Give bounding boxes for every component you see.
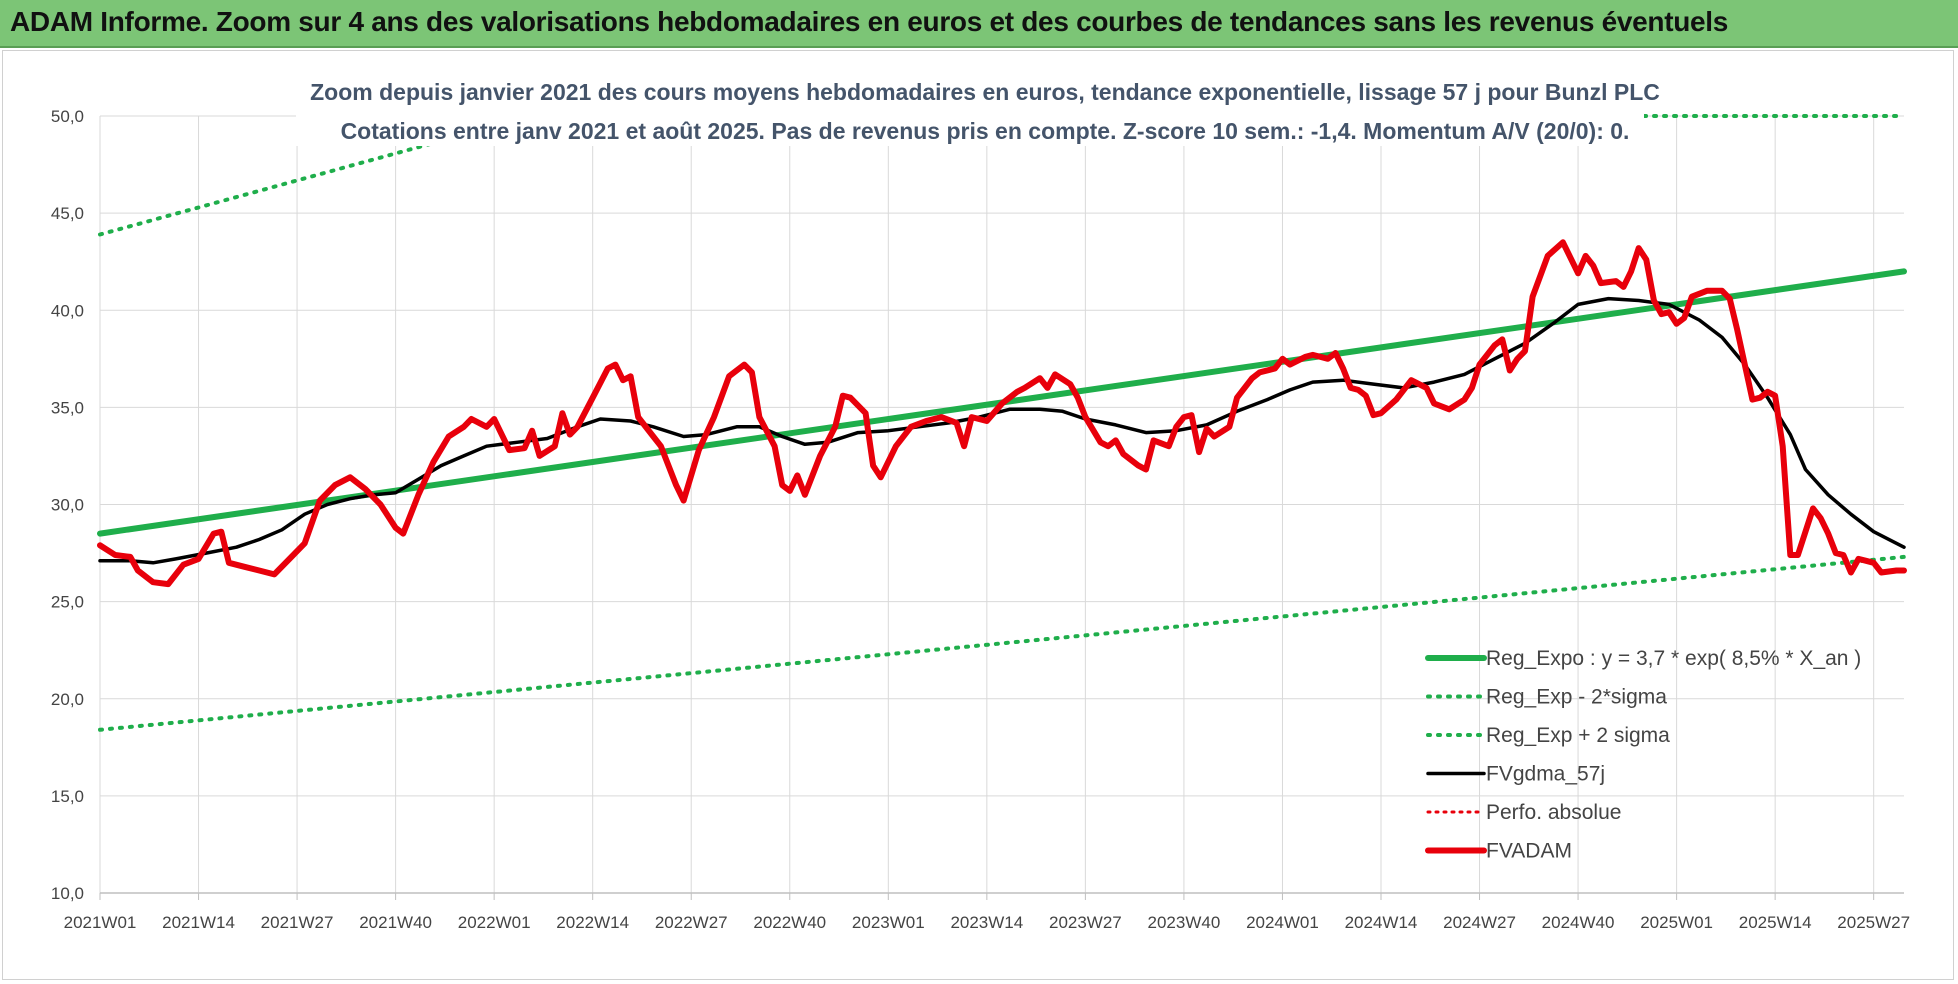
y-tick-label: 10,0 bbox=[51, 884, 84, 903]
legend-label-0: Reg_Expo : y = 3,7 * exp( 8,5% * X_an ) bbox=[1486, 647, 1861, 670]
chart-subtitle-line-2: Cotations entre janv 2021 et août 2025. … bbox=[341, 118, 1630, 144]
legend: Reg_Expo : y = 3,7 * exp( 8,5% * X_an ) R… bbox=[1425, 647, 1861, 863]
y-tick-label: 35,0 bbox=[51, 398, 84, 417]
y-tick-label: 20,0 bbox=[51, 690, 84, 709]
legend-label-5: FVADAM bbox=[1486, 840, 1572, 863]
series-layer bbox=[97, 114, 1907, 732]
x-tick-label: 2021W40 bbox=[359, 913, 432, 932]
legend-label-3: FVgdma_57j bbox=[1486, 763, 1605, 786]
x-tick-label: 2023W01 bbox=[852, 913, 925, 932]
x-tick-label: 2024W01 bbox=[1246, 913, 1319, 932]
y-tick-label: 15,0 bbox=[51, 787, 84, 806]
subtitle-box bbox=[296, 66, 1644, 146]
x-tick-label: 2023W14 bbox=[950, 913, 1023, 932]
series-line-3 bbox=[98, 296, 1906, 565]
x-tick-label: 2024W40 bbox=[1542, 913, 1615, 932]
x-tick-label: 2022W40 bbox=[753, 913, 826, 932]
chart-frame bbox=[2, 50, 1954, 980]
y-tick-label: 50,0 bbox=[51, 107, 84, 126]
x-tick-label: 2021W14 bbox=[162, 913, 235, 932]
x-tick-label: 2025W14 bbox=[1739, 913, 1812, 932]
x-tick-label: 2021W01 bbox=[64, 913, 137, 932]
x-tick-label: 2022W27 bbox=[655, 913, 728, 932]
axis-layer: 10,0 15,0 20,0 25,0 30,0 35,0 40,0 45,0 50,0 2021… bbox=[51, 107, 1910, 932]
chart-subtitle-line-1: Zoom depuis janvier 2021 des cours moyen… bbox=[310, 79, 1660, 105]
x-tick-label: 2024W14 bbox=[1345, 913, 1418, 932]
x-tick-label: 2021W27 bbox=[261, 913, 334, 932]
legend-label-2: Reg_Exp + 2 sigma bbox=[1486, 724, 1670, 747]
grid-layer bbox=[99, 115, 1904, 894]
x-tick-label: 2023W40 bbox=[1148, 913, 1221, 932]
y-tick-label: 25,0 bbox=[51, 593, 84, 612]
x-tick-label: 2023W27 bbox=[1049, 913, 1122, 932]
x-tick-label: 2022W14 bbox=[556, 913, 629, 932]
series-line-5 bbox=[97, 239, 1907, 588]
y-tick-label: 45,0 bbox=[51, 204, 84, 223]
title-banner: ADAM Informe. Zoom sur 4 ans des valoris… bbox=[0, 0, 1958, 48]
legend-label-4: Perfo. absolue bbox=[1486, 801, 1621, 824]
y-tick-label: 40,0 bbox=[51, 301, 84, 320]
x-tick-label: 2025W01 bbox=[1640, 913, 1713, 932]
x-tick-label: 2025W27 bbox=[1837, 913, 1910, 932]
series-line-1 bbox=[98, 554, 1906, 732]
x-tick-label: 2024W27 bbox=[1443, 913, 1516, 932]
banner-title: ADAM Informe. Zoom sur 4 ans des valoris… bbox=[10, 6, 1729, 37]
x-tick-label: 2022W01 bbox=[458, 913, 531, 932]
y-tick-label: 30,0 bbox=[51, 496, 84, 515]
legend-label-1: Reg_Exp - 2*sigma bbox=[1486, 686, 1667, 709]
